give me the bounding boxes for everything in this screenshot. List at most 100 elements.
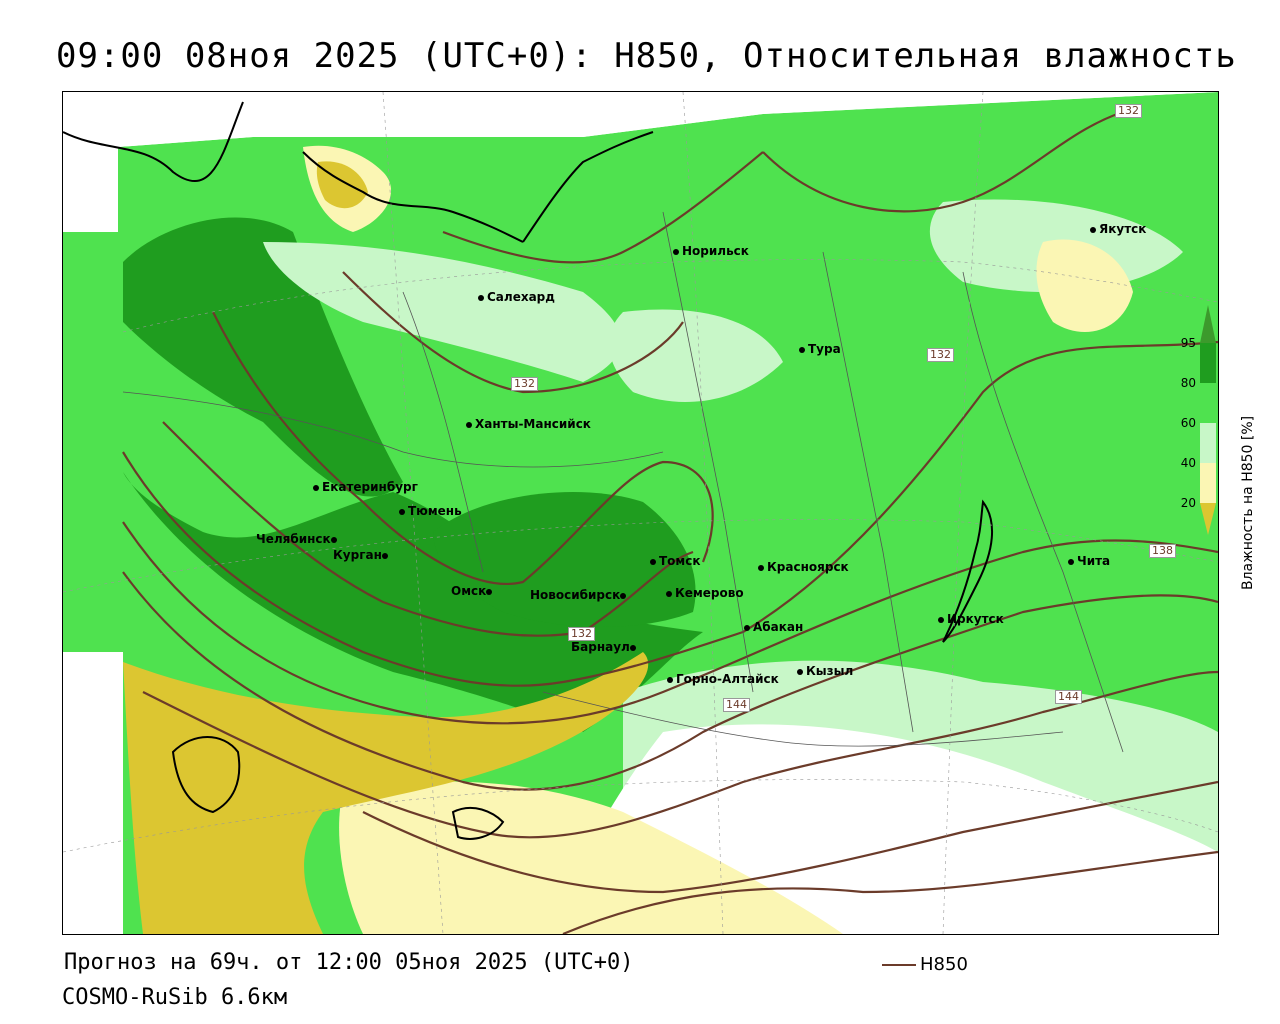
coastline [522,131,654,243]
admin-boundaries [122,211,1124,753]
colorbar-tick: 60 [1180,416,1196,430]
city-marker-icon [313,484,319,491]
city-marker-icon [744,624,750,631]
graticule-line [942,92,984,934]
light-green-north [263,242,621,382]
outside-domain-nw [63,92,1218,232]
city-marker-icon [797,668,803,675]
contour-label: 132 [1115,104,1142,118]
colorbar-tick: 95 [1180,336,1196,350]
city-barnaul[interactable]: Барнаул [571,640,639,654]
city-norilsk[interactable]: Норильск [673,244,749,258]
city-abakan[interactable]: Абакан [744,620,803,634]
contour-line [342,271,684,394]
colorbar-below20 [1200,503,1216,535]
colorbar-20-40 [1200,463,1216,503]
outside-domain-sw [63,652,123,934]
contour-label: 132 [511,377,538,391]
city-kemerovo[interactable]: Кемерово [666,586,744,600]
graticule-line [382,92,444,934]
city-marker-icon [1068,558,1074,565]
graticule-line [63,519,1218,593]
light-green-middle [609,309,783,402]
city-tomsk[interactable]: Томск [650,554,701,568]
city-kyzyl[interactable]: Кызыл [797,664,853,678]
coastline [302,151,524,243]
city-gorno-altaysk[interactable]: Горно-Алтайск [667,672,779,686]
humidity-colorbar: 95 80 60 40 20 [1181,305,1216,535]
colorbar-60-80 [1200,383,1216,423]
city-tyumen[interactable]: Тюмень [399,504,462,518]
boundary [402,291,484,573]
city-chita[interactable]: Чита [1068,554,1110,568]
contour-label: 132 [568,627,595,641]
colorbar-40-60 [1200,423,1216,463]
city-krasnoyarsk[interactable]: Красноярск [758,560,849,574]
pale-yellow-south [339,781,843,934]
forecast-info: Прогноз на 69ч. от 12:00 05ноя 2025 (UTC… [64,950,634,975]
contour-label: 138 [1149,544,1176,558]
caspian-outline [171,736,241,814]
city-marker-icon [666,590,672,597]
contour-line [122,521,1218,725]
contour-line [162,421,694,637]
aral-outline [451,806,505,840]
contour-line [762,110,1124,213]
city-marker-icon [399,508,405,515]
colorbar-title: Влажность на H850 [%] [1240,415,1256,590]
graticule-line [122,259,1218,333]
city-kurgan[interactable]: Курган [333,548,391,562]
city-marker-icon [938,616,944,623]
boundary [542,691,1064,747]
city-marker-icon [1090,226,1096,233]
humidity-field [63,92,1218,934]
contour-line-legend: H850 [882,954,968,975]
dark-green-west [123,217,403,497]
city-omsk[interactable]: Омск [451,584,495,598]
city-marker-icon [620,592,627,599]
city-marker-icon [381,552,388,559]
city-marker-icon [466,421,472,428]
pale-yellow-east [1036,239,1133,332]
colorbar-swatches [1200,305,1216,535]
weather-map[interactable]: 132 132 132 132 138 144 144 Норильск Яку… [62,91,1219,935]
colorbar-80-95 [1200,343,1216,383]
city-khanty-mansiysk[interactable]: Ханты-Мансийск [466,417,591,431]
colorbar-tick: 40 [1180,456,1196,470]
model-name: COSMO-RuSib 6.6км [62,985,288,1010]
coastline [63,101,244,182]
contour-line [562,850,1218,934]
contour-line [212,311,714,585]
city-marker-icon [486,588,493,595]
city-novosibirsk[interactable]: Новосибирск [530,588,629,602]
map-title: 09:00 08ноя 2025 (UTC+0): H850, Относите… [56,36,1237,76]
contour-line [442,151,764,264]
lake-baikal [942,499,994,643]
city-yekaterinburg[interactable]: Екатеринбург [313,480,418,494]
graticule-line [682,92,724,934]
city-chelyabinsk[interactable]: Челябинск [256,532,340,546]
dark-green-center [433,492,696,627]
boundary [962,271,1124,753]
city-marker-icon [330,536,337,543]
contour-line [122,340,1218,687]
city-irkutsk[interactable]: Иркутск [938,612,1004,626]
city-tura[interactable]: Тура [799,342,841,356]
colorbar-tick: 20 [1180,496,1196,510]
graticule [63,92,1218,934]
city-marker-icon [758,564,764,571]
contour-line [122,571,1218,791]
city-marker-icon [478,294,484,301]
contour-label: 144 [723,698,750,712]
contour-label: 132 [927,348,954,362]
city-marker-icon [673,248,679,255]
colorbar-tick: 80 [1180,376,1196,390]
city-marker-icon [667,676,673,683]
city-salekhard[interactable]: Салехард [478,290,555,304]
colorbar-above95 [1200,305,1216,343]
contour-label: 144 [1055,690,1082,704]
boundary [662,211,754,693]
dark-green-southwest [123,472,703,732]
city-yakutsk[interactable]: Якутск [1090,222,1146,236]
graticule-line [63,779,1218,853]
